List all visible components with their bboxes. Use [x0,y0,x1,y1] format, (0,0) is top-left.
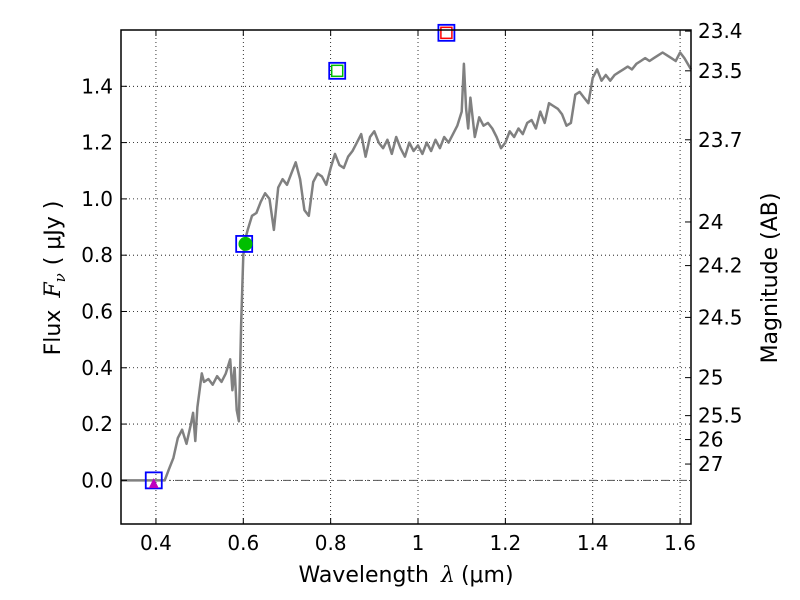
magnitude-axis-label: Magnitude (AB) [758,193,783,364]
spectrum-line [121,51,693,482]
magnitude-tick-label: 26 [698,428,723,452]
x-tick-label: 1.6 [664,531,696,555]
y-tick-label: 0.8 [81,243,113,267]
y-axis-label: FluxFν( μJy ) [41,201,69,356]
magnitude-tick-label: 24.5 [698,305,743,329]
photometry-inner-square-marker [330,64,344,78]
photometry-circle-marker [238,236,253,251]
y-tick-label: 0.0 [81,468,113,492]
magnitude-tick-label: 27 [698,452,723,476]
photometry-markers [144,23,456,490]
y-tick-label: 1.2 [81,131,113,155]
photometry-square-marker [437,23,456,42]
magnitude-tick-label: 23.7 [698,128,743,152]
photometry-square-marker [328,61,347,80]
y-tick-label: 1.0 [81,187,113,211]
grid-lines [121,30,691,524]
x-tick-label: 0.4 [140,531,172,555]
magnitude-tick-label: 23.5 [698,59,743,83]
x-tick-label: 0.8 [315,531,347,555]
photometry-square-marker [144,471,163,490]
series-layer [121,51,693,482]
magnitude-tick-label: 25 [698,366,723,390]
y-axis-ticks: 0.0 0.2 0.4 0.6 0.8 1.0 1.2 1.4 [81,74,127,492]
magnitude-tick-label: 25.5 [698,404,743,428]
y-tick-label: 0.4 [81,356,113,380]
y-tick-label: 0.6 [81,299,113,323]
x-axis-label: Wavelength λ (μm) [298,563,513,588]
x-axis-ticks: 0.4 0.6 0.8 1 1.2 1.4 1.6 [140,30,696,555]
x-tick-label: 1 [412,531,425,555]
photometry-inner-square-marker [440,26,453,40]
magnitude-tick-label: 24.2 [698,254,743,278]
magnitude-tick-label: 23.4 [698,19,743,43]
photometry-triangle-marker [148,478,159,489]
x-tick-label: 0.6 [227,531,259,555]
plot-frame [120,29,692,525]
x-tick-label: 1.2 [489,531,521,555]
y-tick-label: 0.2 [81,412,113,436]
y-tick-label: 1.4 [81,74,113,98]
x-tick-label: 1.4 [577,531,609,555]
magnitude-tick-label: 24 [698,210,723,234]
